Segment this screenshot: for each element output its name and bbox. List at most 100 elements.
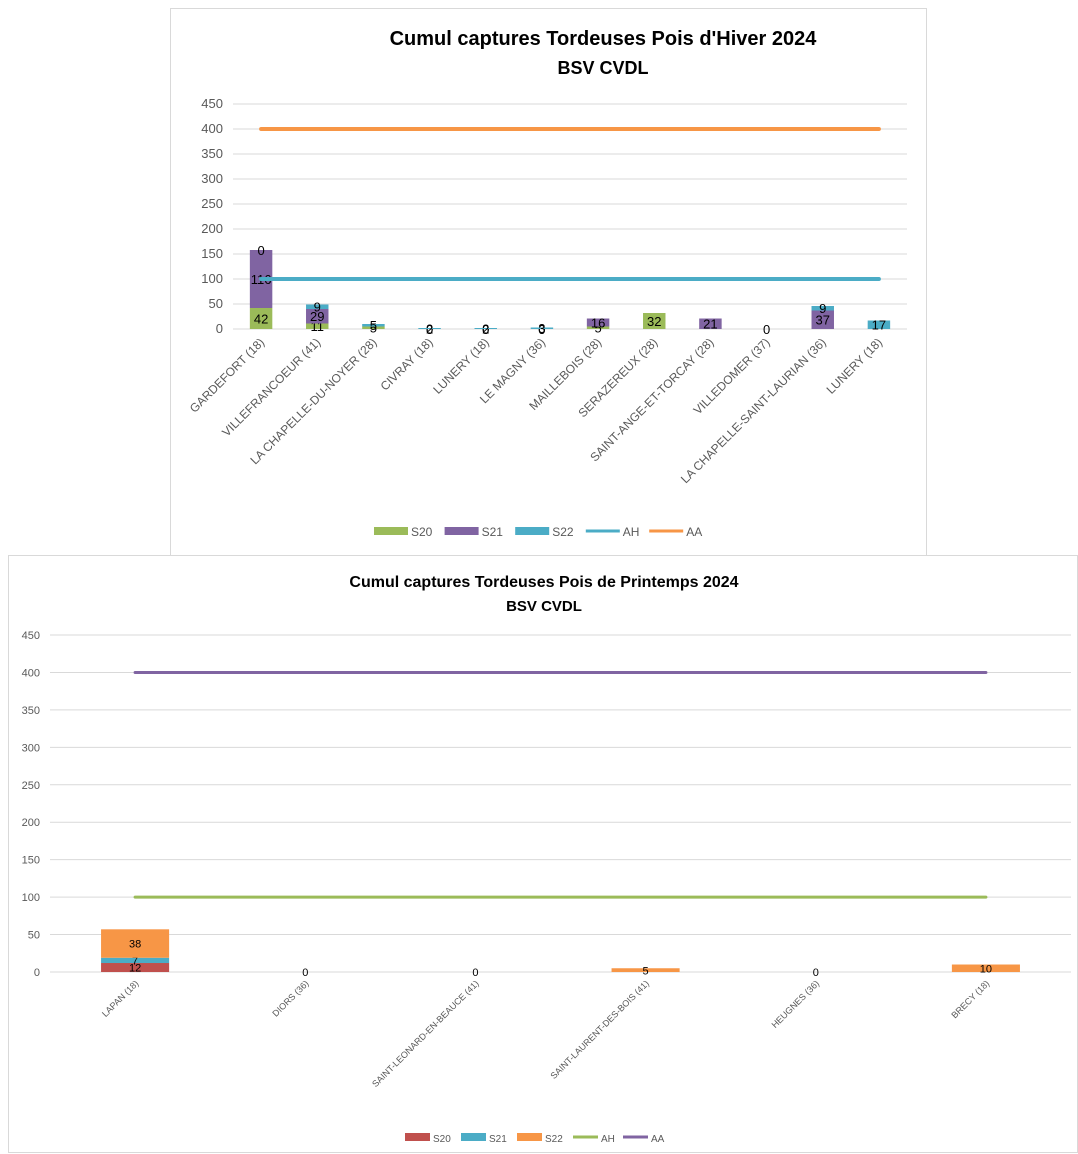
legend-swatch bbox=[461, 1133, 486, 1141]
legend-label: S22 bbox=[545, 1134, 563, 1145]
bar-segment bbox=[474, 328, 497, 329]
bar-segment bbox=[306, 309, 329, 324]
legend-label: AH bbox=[623, 525, 640, 539]
spring-pea-chart: Cumul captures Tordeuses Pois de Printem… bbox=[22, 574, 1071, 1145]
y-tick-label: 100 bbox=[22, 892, 40, 904]
legend-label: S20 bbox=[411, 525, 433, 539]
y-tick-label: 50 bbox=[28, 930, 40, 942]
legend-label: AH bbox=[601, 1134, 615, 1145]
y-tick-label: 450 bbox=[22, 630, 40, 642]
data-label: 32 bbox=[647, 314, 661, 329]
bar-segment bbox=[530, 327, 554, 329]
data-label: 5 bbox=[594, 321, 601, 336]
data-label: 2 bbox=[426, 321, 433, 336]
data-label: 0 bbox=[813, 967, 819, 979]
y-tick-label: 250 bbox=[22, 780, 40, 792]
legend-swatch bbox=[515, 527, 550, 535]
data-label: 21 bbox=[703, 317, 717, 332]
bar-segment bbox=[586, 326, 610, 329]
x-tick-label: VILLEFRANCOEUR (41) bbox=[219, 335, 323, 439]
x-tick-label: LUNERY (18) bbox=[430, 335, 491, 396]
data-label: 9 bbox=[819, 301, 826, 316]
y-tick-label: 300 bbox=[201, 171, 223, 186]
y-tick-label: 400 bbox=[22, 667, 40, 679]
data-label: 3 bbox=[538, 321, 545, 336]
bar-segment bbox=[362, 324, 385, 327]
data-label: 16 bbox=[591, 315, 605, 330]
data-label: 12 bbox=[129, 963, 141, 975]
y-tick-label: 300 bbox=[22, 742, 40, 754]
y-tick-label: 350 bbox=[22, 705, 40, 717]
x-tick-label: BRECY (18) bbox=[949, 978, 991, 1020]
data-label: 7 bbox=[132, 956, 138, 968]
bar-segment bbox=[418, 328, 441, 329]
data-label: 9 bbox=[314, 300, 321, 315]
data-label: 5 bbox=[643, 965, 649, 977]
chart-subtitle: BSV CVDL bbox=[506, 598, 582, 615]
bar-segment bbox=[811, 310, 834, 329]
bar-segment bbox=[951, 964, 1020, 972]
y-tick-label: 0 bbox=[216, 321, 223, 336]
data-label: 0 bbox=[482, 322, 489, 337]
bar-segment bbox=[306, 304, 329, 309]
bar-segment bbox=[101, 963, 170, 972]
data-label: 5 bbox=[370, 318, 377, 333]
data-label: 0 bbox=[426, 322, 433, 337]
data-label: 0 bbox=[426, 322, 433, 337]
data-label: 0 bbox=[538, 322, 545, 337]
data-label: 0 bbox=[257, 243, 264, 258]
legend-label: S21 bbox=[482, 525, 504, 539]
winter-pea-chart: Cumul captures Tordeuses Pois d'Hiver 20… bbox=[187, 28, 907, 539]
data-label: 5 bbox=[370, 321, 377, 336]
y-tick-label: 50 bbox=[209, 296, 223, 311]
data-label: 29 bbox=[310, 309, 324, 324]
data-label: 0 bbox=[482, 322, 489, 337]
bar-segment bbox=[362, 326, 385, 329]
chart-title: Cumul captures Tordeuses Pois d'Hiver 20… bbox=[390, 28, 818, 50]
y-tick-label: 250 bbox=[201, 196, 223, 211]
y-tick-label: 350 bbox=[201, 146, 223, 161]
x-tick-label: DIORS (36) bbox=[270, 978, 310, 1018]
bar-segment bbox=[643, 313, 666, 329]
x-tick-label: SAINT-LAURENT-DES-BOIS (41) bbox=[548, 978, 651, 1081]
x-tick-label: CIVRAY (18) bbox=[378, 335, 436, 393]
bar-segment bbox=[867, 320, 891, 329]
legend-swatch bbox=[374, 527, 408, 535]
bar-segment bbox=[811, 306, 834, 311]
bar-segment bbox=[249, 308, 273, 329]
bar-segment bbox=[306, 323, 329, 329]
legend-swatch bbox=[517, 1133, 542, 1141]
legend-label: S22 bbox=[552, 525, 574, 539]
data-label: 2 bbox=[482, 321, 489, 336]
legend-label: S21 bbox=[489, 1134, 507, 1145]
data-label: 10 bbox=[980, 963, 992, 975]
y-tick-label: 200 bbox=[201, 221, 223, 236]
data-label: 0 bbox=[302, 967, 308, 979]
data-label: 17 bbox=[872, 318, 886, 333]
y-tick-label: 0 bbox=[34, 967, 40, 979]
winter-pea-chart-panel: Cumul captures Tordeuses Pois d'Hiver 20… bbox=[170, 8, 927, 556]
legend-label: S20 bbox=[433, 1134, 451, 1145]
legend-swatch bbox=[405, 1133, 430, 1141]
x-tick-label: SAINT-LEONARD-EN-BEAUCE (41) bbox=[370, 978, 481, 1089]
legend-label: AA bbox=[651, 1134, 665, 1145]
y-tick-label: 150 bbox=[22, 855, 40, 867]
data-label: 0 bbox=[538, 322, 545, 337]
y-tick-label: 100 bbox=[201, 271, 223, 286]
bar-segment bbox=[101, 929, 170, 958]
y-tick-label: 150 bbox=[201, 246, 223, 261]
chart-title: Cumul captures Tordeuses Pois de Printem… bbox=[349, 574, 738, 591]
data-label: 37 bbox=[816, 313, 830, 328]
x-tick-label: LAPAN (18) bbox=[100, 978, 141, 1019]
bar-segment bbox=[699, 318, 722, 329]
y-tick-label: 400 bbox=[201, 121, 223, 136]
bar-segment bbox=[586, 318, 610, 327]
y-tick-label: 200 bbox=[22, 817, 40, 829]
data-label: 0 bbox=[472, 967, 478, 979]
legend-label: AA bbox=[686, 525, 702, 539]
chart-subtitle: BSV CVDL bbox=[557, 58, 648, 78]
data-label: 0 bbox=[763, 322, 770, 337]
bar-segment bbox=[611, 968, 680, 972]
data-label: 42 bbox=[254, 311, 268, 326]
legend-swatch bbox=[444, 527, 479, 535]
